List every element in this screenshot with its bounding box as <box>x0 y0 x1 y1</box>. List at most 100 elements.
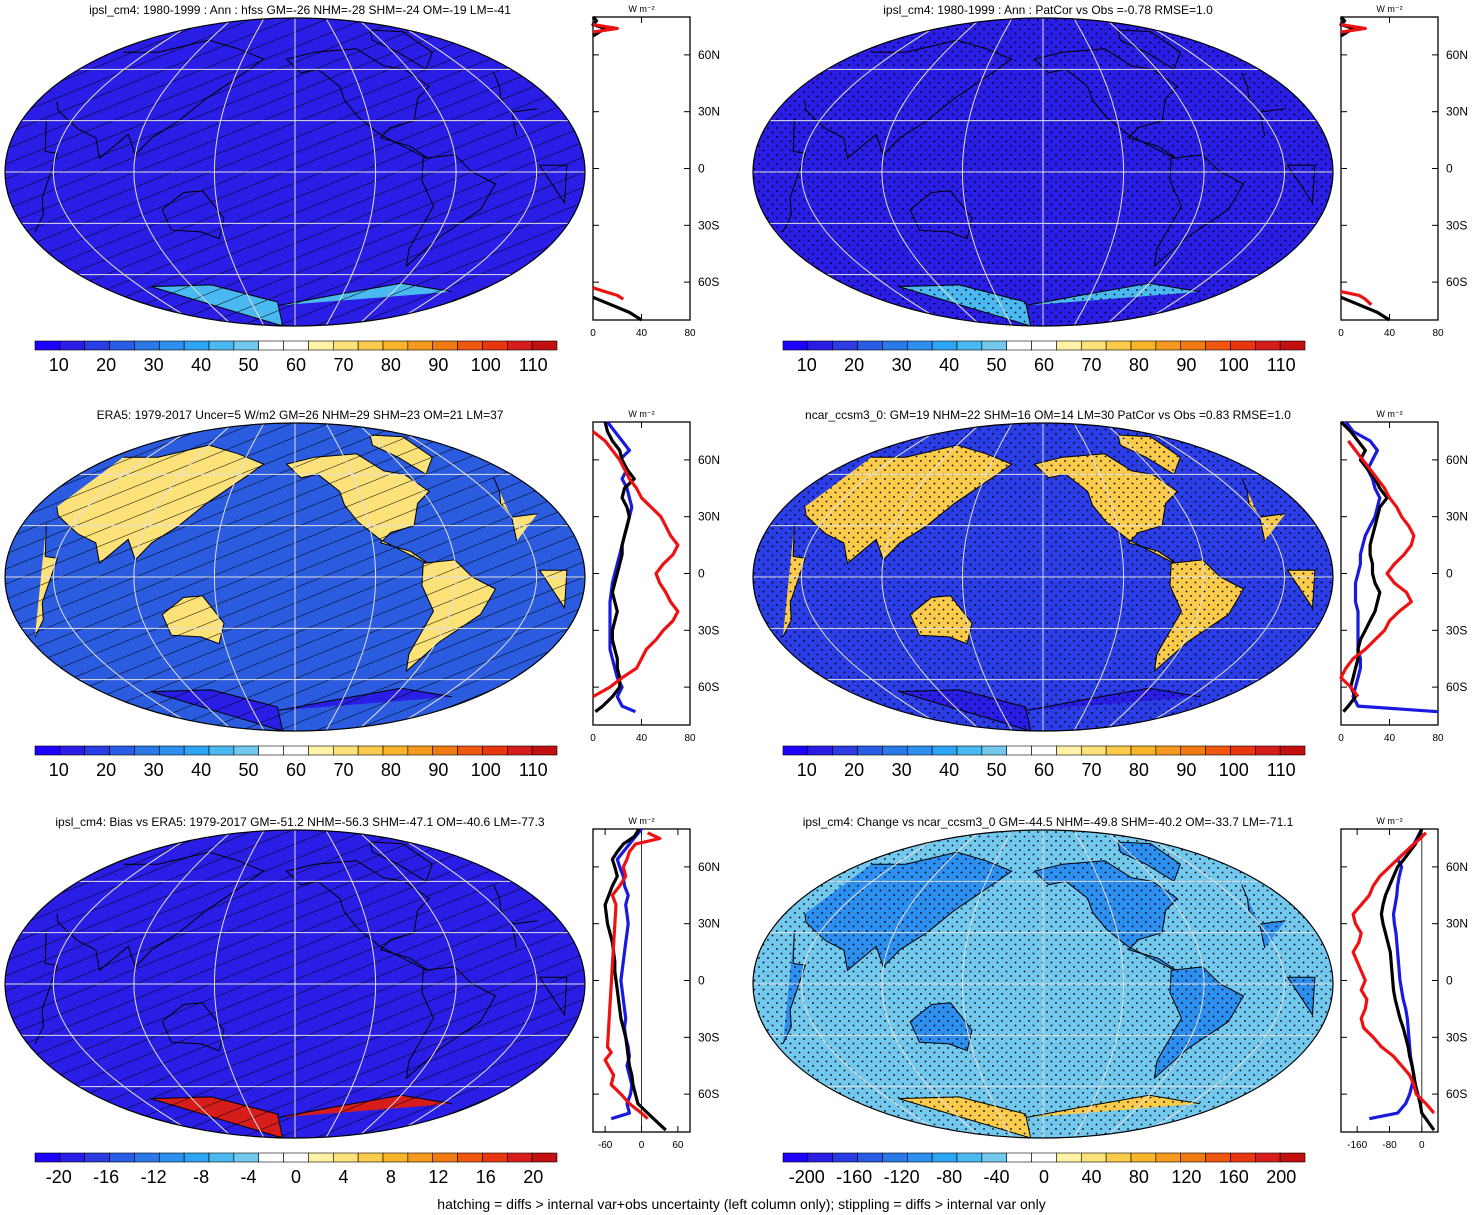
colorbar-swatch <box>956 745 983 756</box>
colorbar: 10 20 30 40 50 60 70 80 90 100 110 <box>34 745 558 780</box>
colorbar-tick-label: 80 <box>1129 1167 1149 1187</box>
colorbar-swatch <box>981 1152 1008 1163</box>
lat-tick-label: 30S <box>1446 623 1467 637</box>
colorbar-tick-label: 100 <box>471 760 501 780</box>
lat-tick-label: 30S <box>698 218 719 232</box>
colorbar-tick-label: 60 <box>286 760 306 780</box>
map-border <box>752 829 1334 1139</box>
colorbar-tick-label: 50 <box>239 760 259 780</box>
longitude-line <box>1135 830 1286 1138</box>
colorbar-swatch <box>283 745 309 756</box>
lat-tick-label: 30S <box>1446 218 1467 232</box>
longitude-line <box>1073 18 1125 326</box>
stippling-overlay <box>753 830 1333 1138</box>
colorbar-swatch <box>1031 1152 1057 1163</box>
colorbar-swatch <box>782 1152 809 1163</box>
colorbar-tick-label: 50 <box>987 355 1007 375</box>
colorbar-swatch <box>1080 745 1107 756</box>
footer-note: hatching = diffs > internal var+obs unce… <box>437 1196 1046 1212</box>
colorbar-swatch <box>882 745 908 756</box>
colorbar-tick-label: 30 <box>892 355 912 375</box>
colorbar-swatch <box>1230 745 1256 756</box>
colorbar-swatch <box>506 340 533 351</box>
map-border <box>752 422 1334 732</box>
panel-title: ipsl_cm4: 1980-1999 : Ann : hfss GM=-26 … <box>89 3 511 17</box>
colorbar-swatch <box>134 745 160 756</box>
colorbar-swatch <box>1031 745 1057 756</box>
colorbar-swatch <box>183 1152 210 1163</box>
colorbar-swatch <box>158 1152 185 1163</box>
colorbar-swatch <box>457 745 483 756</box>
colorbar-swatch <box>34 745 61 756</box>
colorbar-swatch <box>1254 340 1281 351</box>
lat-tick-label: 30N <box>698 105 720 119</box>
hatching-overlay <box>5 423 585 731</box>
zonal-series-line <box>1339 439 1416 698</box>
hatching-overlay <box>5 830 585 1138</box>
hatching-overlay <box>5 18 585 326</box>
colorbar-tick-label: 30 <box>144 355 164 375</box>
map <box>4 829 586 1139</box>
lat-tick-label: 60N <box>698 453 720 467</box>
colorbar-swatch <box>158 745 185 756</box>
colorbar-swatch <box>482 745 508 756</box>
zonal-frame <box>1340 421 1439 726</box>
lat-tick-label: 0 <box>698 162 705 176</box>
colorbar-swatch <box>931 745 958 756</box>
colorbar-swatch <box>1180 340 1206 351</box>
colorbar-tick-label: 100 <box>1219 760 1249 780</box>
colorbar-swatch <box>1105 340 1132 351</box>
zonal-frame <box>592 16 691 321</box>
zonal-units-label: W m⁻² <box>628 409 654 419</box>
longitude-line <box>52 830 203 1138</box>
zonal-series-line <box>1340 290 1373 306</box>
longitude-line <box>133 423 234 731</box>
colorbar-swatch <box>1155 1152 1182 1163</box>
colorbar-swatch <box>857 340 883 351</box>
colorbar-tick-label: -120 <box>884 1167 920 1187</box>
lat-tick-label: 60N <box>1446 453 1468 467</box>
colorbar-swatch <box>183 745 210 756</box>
x-tick-label: 0 <box>1338 733 1344 744</box>
colorbar-swatch <box>308 1152 334 1163</box>
colorbar-swatch <box>134 1152 160 1163</box>
colorbar-swatch <box>382 1152 409 1163</box>
colorbar-swatch <box>332 745 359 756</box>
colorbar-swatch <box>308 340 334 351</box>
x-tick-label: 0 <box>590 328 596 339</box>
lat-tick-label: 60N <box>698 860 720 874</box>
colorbar-swatch <box>1056 745 1082 756</box>
longitude-line <box>1073 423 1125 731</box>
colorbar-tick-label: 110 <box>519 355 548 375</box>
colorbar-swatch <box>84 1152 110 1163</box>
longitude-line <box>961 423 1013 731</box>
longitude-line <box>1104 18 1205 326</box>
colorbar: 10 20 30 40 50 60 70 80 90 100 110 <box>34 340 558 375</box>
colorbar-tick-label: -40 <box>984 1167 1010 1187</box>
longitude-line <box>133 18 234 326</box>
zonal-frame <box>1340 828 1439 1133</box>
colorbar-swatch <box>183 340 210 351</box>
map-border <box>4 422 586 732</box>
colorbar-tick-label: 40 <box>191 760 211 780</box>
colorbar-swatch <box>59 1152 86 1163</box>
colorbar-swatch <box>981 340 1008 351</box>
colorbar-swatch <box>332 1152 359 1163</box>
longitude-line <box>356 830 457 1138</box>
colorbar-swatch <box>308 745 334 756</box>
colorbar-tick-label: 110 <box>1267 760 1296 780</box>
colorbar-tick-label: 10 <box>49 355 69 375</box>
colorbar-tick-label: -12 <box>141 1167 167 1187</box>
colorbar-swatch <box>59 340 86 351</box>
colorbar-swatch <box>357 1152 384 1163</box>
colorbar-swatch <box>531 340 558 351</box>
x-tick-label: -80 <box>1382 1140 1397 1151</box>
map <box>4 422 586 732</box>
colorbar-swatch <box>832 340 858 351</box>
colorbar-tick-label: 110 <box>1267 355 1296 375</box>
colorbar-tick-label: 60 <box>1034 355 1054 375</box>
longitude-line <box>325 830 377 1138</box>
x-tick-label: 60 <box>672 1140 684 1151</box>
colorbar-tick-label: -20 <box>46 1167 72 1187</box>
colorbar-swatch <box>832 1152 858 1163</box>
